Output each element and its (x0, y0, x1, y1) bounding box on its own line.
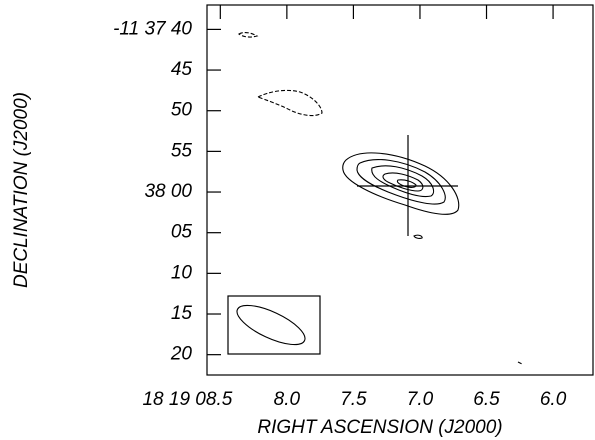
negative-contour (517, 361, 523, 365)
contours (238, 31, 523, 365)
x-tick-label: 6.0 (540, 389, 567, 410)
y-tick-label: 05 (171, 222, 193, 243)
contour (413, 234, 423, 239)
plot-frame (206, 4, 594, 376)
y-tick-label: 45 (171, 59, 193, 80)
beam-ellipse (236, 304, 306, 346)
x-tick-label: 7.0 (407, 389, 434, 410)
x-tick-label: 18 19 08.5 (142, 389, 232, 410)
y-tick-label: -11 37 40 (113, 18, 192, 39)
y-tick-label: 38 00 (144, 181, 192, 202)
y-tick-label: 50 (171, 100, 193, 121)
x-tick-label: 6.5 (473, 389, 500, 410)
x-tick-label: 7.5 (340, 389, 367, 410)
negative-contour (256, 89, 323, 117)
y-tick-label: 15 (171, 303, 193, 324)
negative-contour (238, 31, 259, 38)
x-tick-label: 8.0 (274, 389, 301, 410)
y-tick-label: 20 (170, 344, 193, 365)
y-tick-label: 55 (171, 140, 193, 161)
beam-box (227, 295, 321, 355)
contour (371, 165, 435, 198)
contour (382, 172, 424, 192)
x-axis-label: RIGHT ASCENSION (J2000) (257, 417, 502, 438)
contour (356, 159, 446, 205)
position-cross (357, 135, 458, 236)
contour (342, 152, 460, 215)
y-tick-label: 10 (171, 262, 193, 283)
y-axis-label: DECLINATION (J2000) (11, 92, 32, 288)
beam (227, 295, 321, 355)
